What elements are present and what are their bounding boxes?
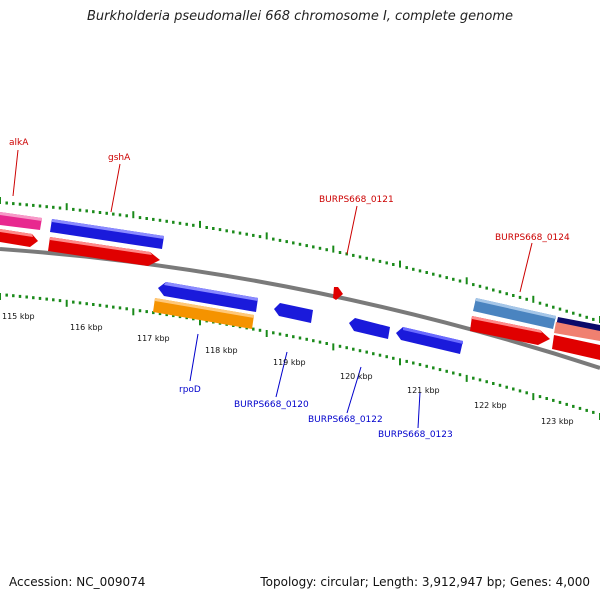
kbp-label: 119 kbp [273,358,306,367]
gene-gshA[interactable] [50,219,164,249]
kbp-label: 117 kbp [137,334,170,343]
forward-scale-ticks [0,197,600,323]
kbp-label: 120 kbp [340,372,373,381]
label-BURPS668-0124[interactable]: BURPS668_0124 [495,233,570,243]
label-alkA[interactable]: alkA [9,138,29,148]
kbp-label: 122 kbp [474,401,507,410]
gene-BURPS668-0122[interactable] [349,318,390,339]
forward-genes [0,212,600,360]
label-BURPS668-0121[interactable]: BURPS668_0121 [319,195,394,205]
chromosome-backbone [0,247,600,370]
reverse-genes [153,282,463,354]
label-gshA[interactable]: gshA [108,153,131,163]
gene-BURPS668-0123[interactable] [396,327,463,354]
gene-rpoD[interactable] [153,298,254,329]
label-BURPS668-0120[interactable]: BURPS668_0120 [234,400,309,410]
kbp-label: 123 kbp [541,417,574,426]
gene-BURPS668-0120[interactable] [274,303,313,323]
gene-red-3[interactable] [470,316,550,345]
label-leaders [12,149,533,429]
topology-text: Topology: circular; Length: 3,912,947 bp… [260,575,590,589]
kbp-label: 116 kbp [70,323,103,332]
kbp-label: 118 kbp [205,346,238,355]
gene-red-4[interactable] [552,335,600,360]
gene-BURPS668-0121[interactable] [333,287,343,300]
gene-salmon-right[interactable] [554,322,600,341]
accession-text: Accession: NC_009074 [9,575,146,589]
gene-BURPS668-0124[interactable] [473,298,556,329]
label-rpoD[interactable]: rpoD [179,385,201,395]
gene-red-2[interactable] [48,237,160,266]
kbp-label: 121 kbp [407,386,440,395]
kbp-label: 115 kbp [2,312,35,321]
map-title: Burkholderia pseudomallei 668 chromosome… [86,9,514,24]
label-BURPS668-0122[interactable]: BURPS668_0122 [308,415,383,425]
gene-blue-rev-1[interactable] [158,282,258,312]
label-BURPS668-0123[interactable]: BURPS668_0123 [378,430,453,440]
